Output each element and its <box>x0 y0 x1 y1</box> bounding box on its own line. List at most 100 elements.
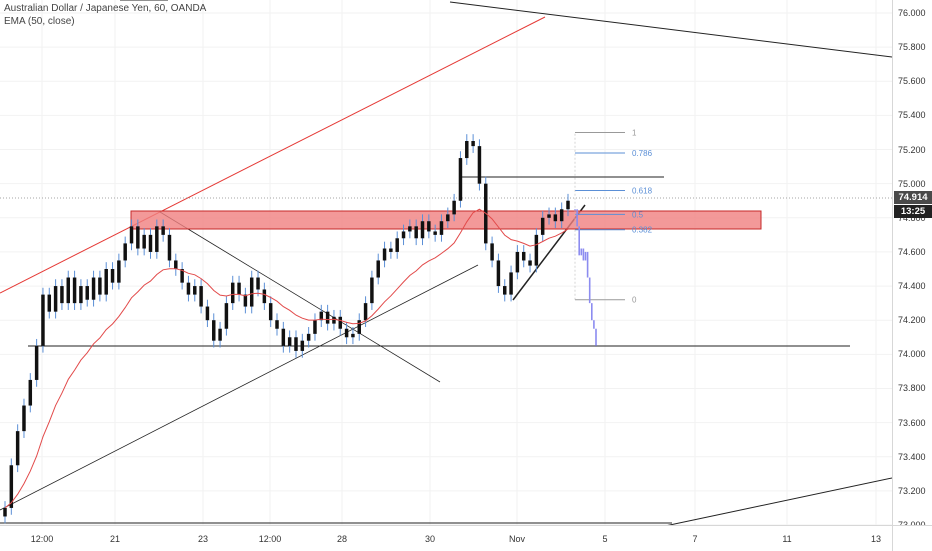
candle-body <box>123 243 127 261</box>
candle-body <box>193 286 197 295</box>
candle-body <box>3 507 7 517</box>
time-tick-label: 11 <box>782 534 792 544</box>
candle-body <box>465 141 469 159</box>
price-tick-label: 73.800 <box>898 383 926 394</box>
axis-corner <box>892 525 932 551</box>
candle-body <box>275 320 279 329</box>
symbol-title: Australian Dollar / Japanese Yen, 60, OA… <box>4 3 207 14</box>
time-tick-label: 30 <box>424 534 436 544</box>
candle-body <box>332 316 336 324</box>
ema-line <box>4 208 569 509</box>
price-tick-label: 74.000 <box>898 349 926 360</box>
candle-body <box>338 316 343 329</box>
candle-body <box>180 269 184 283</box>
candle-body <box>509 272 513 295</box>
candle-body <box>540 217 545 235</box>
candle-body <box>243 294 248 307</box>
candle-body <box>34 345 39 380</box>
indicator-label[interactable]: EMA (50, close) <box>4 16 75 27</box>
candle-body <box>199 286 203 307</box>
candle-body <box>395 238 399 252</box>
price-tick-label: 74.400 <box>898 281 926 292</box>
projection-bar <box>576 209 578 227</box>
candle-body <box>98 277 102 295</box>
projection-bar <box>595 328 597 346</box>
fib-label-0: 0 <box>632 296 637 305</box>
candle-body <box>357 320 361 334</box>
candle-body <box>420 221 425 239</box>
candle-body <box>148 234 153 252</box>
candle-body <box>427 221 431 232</box>
candle-body <box>161 226 165 235</box>
candle-body <box>15 431 20 466</box>
fib-label-0-618: 0.618 <box>632 186 653 195</box>
falling-trendline <box>159 211 441 383</box>
candle-body <box>351 333 355 338</box>
candle-body <box>294 337 298 351</box>
current-price-badge: 74.914 <box>894 191 932 205</box>
candle-body <box>262 289 267 304</box>
channel-lower-line <box>0 264 479 511</box>
candle-body <box>446 214 450 222</box>
candle-body <box>186 282 191 295</box>
candle-body <box>224 303 229 329</box>
candle-body <box>458 158 463 201</box>
candle-body <box>167 234 172 261</box>
candle-body <box>110 269 115 283</box>
candle-body <box>91 277 96 300</box>
candle-body <box>521 251 526 261</box>
candle-body <box>401 231 406 239</box>
time-axis[interactable]: 12:00 21 23 12:00 28 30 Nov 5 7 11 13 <box>0 525 892 551</box>
channel-upper-line <box>0 16 546 294</box>
candle-body <box>477 146 482 184</box>
candle-body <box>433 231 437 235</box>
candle-body <box>553 214 558 222</box>
candle-body <box>41 294 45 346</box>
candle-body <box>389 248 393 252</box>
candle-body <box>300 340 305 351</box>
candle-body <box>268 303 273 321</box>
candle-body <box>155 226 159 252</box>
candle-body <box>79 286 83 304</box>
price-tick-label: 73.200 <box>898 485 926 496</box>
projection-bar <box>584 251 587 261</box>
candle-body <box>503 286 507 295</box>
bar-countdown-badge: 13:25 <box>894 205 932 219</box>
candle-body <box>566 200 570 210</box>
candle-body <box>281 328 286 346</box>
candle-body <box>53 286 58 312</box>
candle-body <box>85 286 89 300</box>
projection-bar <box>588 277 591 304</box>
price-tick-label: 75.200 <box>898 144 926 155</box>
time-tick-label: 12:00 <box>30 534 54 544</box>
candle-body <box>218 328 222 341</box>
price-axis[interactable]: 76.00075.80075.60075.40075.20075.00074.8… <box>892 0 932 530</box>
price-tick-label: 75.400 <box>898 110 926 121</box>
candle-body <box>72 277 77 304</box>
fib-label-0-5: 0.5 <box>632 210 644 219</box>
candle-body <box>363 303 368 321</box>
projection-bar <box>591 303 593 321</box>
time-tick-label: 13 <box>870 534 882 544</box>
candle-body <box>136 226 140 249</box>
time-tick-label: 7 <box>692 534 698 544</box>
candle-body <box>22 405 26 432</box>
price-tick-label: 74.600 <box>898 246 926 257</box>
candle-body <box>382 248 387 261</box>
candle-body <box>452 200 456 215</box>
descending-line <box>449 1 893 58</box>
candle-body <box>212 320 216 341</box>
projection-bar <box>593 320 595 329</box>
candle-body <box>496 260 501 287</box>
candle-body <box>129 226 134 244</box>
projection-bar <box>582 248 585 261</box>
candle-body <box>344 328 349 338</box>
candle-body <box>287 337 292 346</box>
candle-body <box>534 234 539 266</box>
candle-body <box>306 333 311 341</box>
price-tick-label: 75.000 <box>898 178 926 189</box>
candlestick-chart[interactable]: 1 0.786 0.618 0.5 0.382 0 <box>0 0 893 527</box>
price-tick-label: 73.600 <box>898 417 926 428</box>
time-tick-label: 28 <box>336 534 348 544</box>
chart-plot-area[interactable]: 1 0.786 0.618 0.5 0.382 0 Australian Dollar /… <box>0 0 893 527</box>
